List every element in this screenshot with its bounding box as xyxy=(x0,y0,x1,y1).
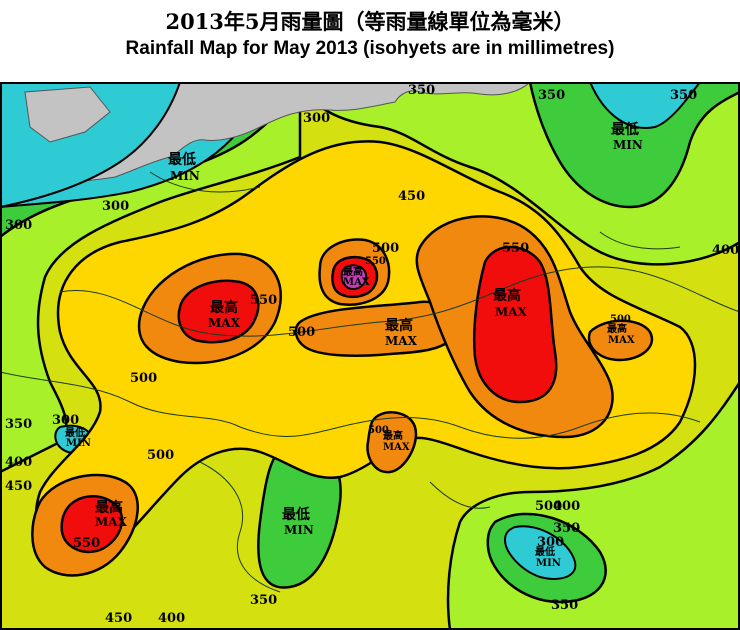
map-title-english: Rainfall Map for May 2013 (isohyets are … xyxy=(125,38,615,59)
contour-label-450: 450 xyxy=(5,479,32,494)
contour-label-400: 400 xyxy=(553,499,580,514)
contour-label-300: 300 xyxy=(303,111,330,126)
label-max-central-south: 最高 MAX xyxy=(383,429,410,453)
label-max-central: 最高 MAX xyxy=(385,317,418,348)
svg-text:MIN: MIN xyxy=(284,523,314,537)
svg-text:MIN: MIN xyxy=(536,558,561,569)
svg-text:MIN: MIN xyxy=(66,438,91,449)
contour-label-400: 400 xyxy=(712,243,739,258)
label-min-southeast: 最低 MIN xyxy=(535,545,561,569)
contour-label-550: 550 xyxy=(250,293,277,308)
contour-label-400: 400 xyxy=(5,455,32,470)
region-500-550-central-south xyxy=(366,411,418,474)
label-min-central-south: 最低 MIN xyxy=(282,506,314,537)
region-550-plus-west xyxy=(177,279,260,344)
map-title-chinese: 2013年5月雨量圖（等雨量線單位為毫米） xyxy=(165,9,575,34)
contour-value-labels: 300 300 300 300 300 350 350 350 350 350 … xyxy=(5,83,739,626)
svg-text:MAX: MAX xyxy=(385,334,418,348)
contour-label-550: 550 xyxy=(73,536,100,551)
contour-label-350: 350 xyxy=(538,88,565,103)
svg-text:最高: 最高 xyxy=(383,429,403,442)
contour-label-350: 350 xyxy=(670,88,697,103)
svg-text:MIN: MIN xyxy=(170,169,200,183)
svg-text:MAX: MAX xyxy=(495,305,528,319)
contour-label-350: 350 xyxy=(408,83,435,98)
svg-text:最高: 最高 xyxy=(343,265,363,278)
label-max-west: 最高 MAX xyxy=(208,299,241,330)
contour-label-500: 500 xyxy=(610,314,631,325)
label-min-northwest: 最低 MIN xyxy=(168,151,200,183)
contour-label-550: 550 xyxy=(502,241,529,256)
contour-label-500: 500 xyxy=(368,425,389,436)
svg-text:最高: 最高 xyxy=(95,499,123,516)
svg-text:最低: 最低 xyxy=(282,506,310,523)
region-500-550-central-band xyxy=(294,300,458,357)
contour-label-350: 350 xyxy=(250,593,277,608)
label-max-east-small: 最高 MAX xyxy=(607,322,635,346)
contour-label-350: 350 xyxy=(551,598,578,613)
svg-text:最高: 最高 xyxy=(210,299,238,316)
contour-label-300: 300 xyxy=(537,535,564,550)
contour-label-500: 500 xyxy=(288,325,315,340)
contour-label-550: 550 xyxy=(365,256,386,267)
svg-text:最低: 最低 xyxy=(168,151,196,168)
region-600-plus-central xyxy=(340,264,368,291)
label-max-east: 最高 MAX xyxy=(493,287,528,319)
svg-text:最低: 最低 xyxy=(611,121,639,138)
contour-label-300: 300 xyxy=(52,413,79,428)
svg-text:MAX: MAX xyxy=(608,335,635,346)
region-550-plus-east xyxy=(472,245,558,404)
region-300-350-northeast xyxy=(528,82,740,209)
svg-text:最低: 最低 xyxy=(535,545,555,558)
coastline-lines xyxy=(0,171,740,593)
svg-text:MAX: MAX xyxy=(95,515,128,529)
land-gray-harbour xyxy=(24,86,111,143)
region-550-plus-southwest xyxy=(60,495,124,554)
svg-text:MAX: MAX xyxy=(343,277,370,288)
contour-label-450: 450 xyxy=(105,611,132,626)
contour-label-350: 350 xyxy=(5,417,32,432)
contour-label-350: 350 xyxy=(553,521,580,536)
contour-label-300: 300 xyxy=(5,218,32,233)
contour-label-300: 300 xyxy=(102,199,129,214)
svg-text:最低: 最低 xyxy=(65,426,85,439)
rainfall-map: 最低 MIN 最低 MIN 最低 MIN 最低 MIN 最低 MIN 最高 MA… xyxy=(0,82,740,630)
contour-label-500: 500 xyxy=(372,241,399,256)
svg-text:MIN: MIN xyxy=(613,138,643,152)
label-min-west: 最低 MIN xyxy=(65,426,91,449)
label-max-central-top: 最高 MAX xyxy=(343,265,370,288)
contour-label-450: 450 xyxy=(398,189,425,204)
label-min-northeast: 最低 MIN xyxy=(611,121,643,152)
contour-label-500: 500 xyxy=(535,499,562,514)
region-below-300-southeast xyxy=(503,525,577,580)
contour-label-500: 500 xyxy=(130,371,157,386)
svg-text:MAX: MAX xyxy=(383,442,410,453)
svg-text:最高: 最高 xyxy=(385,317,413,334)
contour-label-500: 500 xyxy=(147,448,174,463)
region-below-300-northeast xyxy=(588,82,702,129)
svg-text:MAX: MAX xyxy=(208,316,241,330)
svg-text:最高: 最高 xyxy=(493,287,521,304)
label-max-southwest: 最高 MAX xyxy=(95,499,128,529)
svg-text:最高: 最高 xyxy=(607,322,627,335)
contour-label-400: 400 xyxy=(158,611,185,626)
region-500-550-east-small xyxy=(587,319,654,362)
